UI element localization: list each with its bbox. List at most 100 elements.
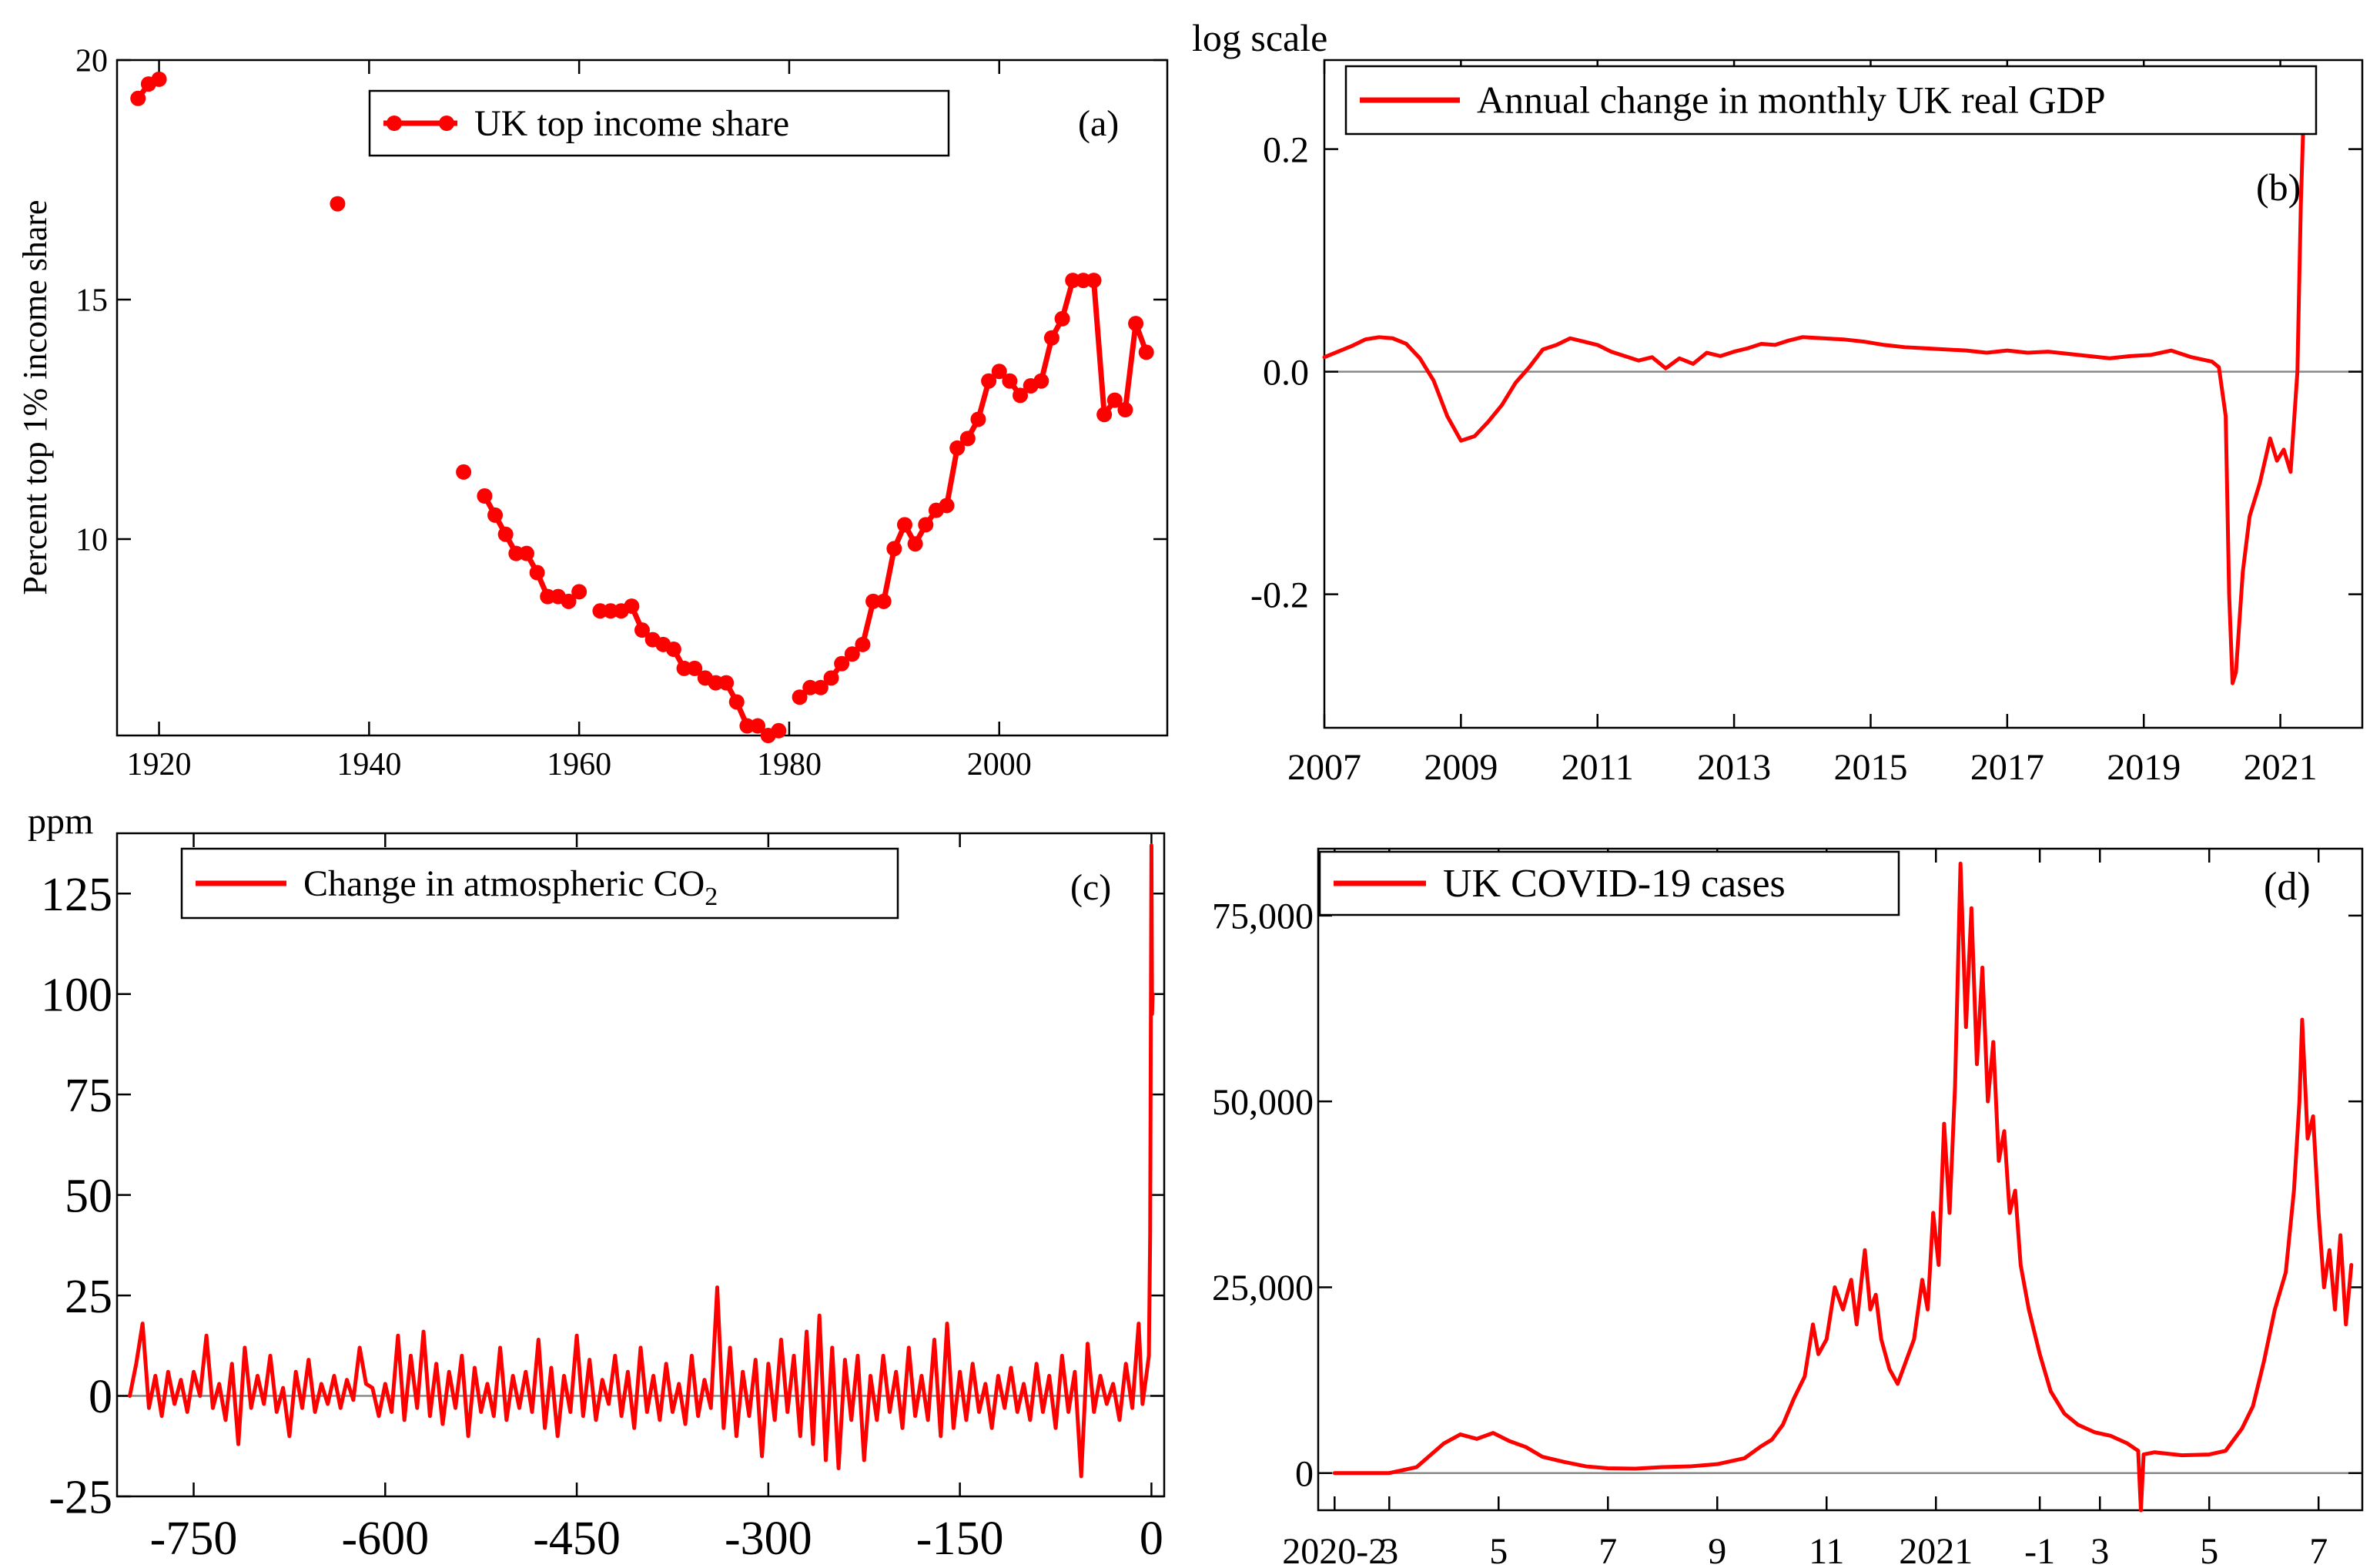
data-point: [1033, 373, 1049, 389]
data-point: [1002, 373, 1018, 389]
y-tick-label: 20: [75, 44, 108, 79]
x-tick-label: 9: [1708, 1531, 1726, 1568]
x-tick-label: 11: [1809, 1531, 1844, 1568]
series-line: [128, 843, 1155, 1479]
data-point: [718, 675, 735, 691]
legend-box: [368, 89, 950, 157]
x-tick-label: 2021: [1899, 1531, 1973, 1568]
x-tick-label: 2007: [1287, 747, 1361, 788]
x-tick-label: 7: [1598, 1531, 1617, 1568]
x-tick-label: -450: [533, 1513, 621, 1565]
data-point: [497, 526, 514, 542]
data-point: [1086, 273, 1102, 289]
y-tick-label: 10: [75, 523, 108, 558]
data-point: [1106, 392, 1123, 408]
legend-box: [1344, 65, 2318, 136]
x-tick-label: 0: [1140, 1513, 1163, 1565]
x-tick-label: 2021: [2244, 747, 2318, 788]
x-tick-label: 1940: [336, 747, 401, 782]
y-tick-label: -0.2: [1250, 575, 1309, 615]
data-point: [1128, 316, 1144, 332]
data-point: [855, 636, 871, 652]
x-tick-label: 2009: [1424, 747, 1498, 788]
data-point: [1013, 387, 1029, 404]
x-tick-label: 2011: [1562, 747, 1634, 788]
data-point: [771, 722, 787, 739]
data-point: [529, 565, 545, 581]
data-point: [918, 517, 934, 533]
data-point: [561, 593, 577, 609]
legend-label: UK COVID-19 cases: [1443, 862, 1786, 906]
legend: Annual change in monthly UK real GDP: [1344, 65, 2318, 136]
x-tick-label: 5: [1489, 1531, 1508, 1568]
x-tick-label: 2017: [1970, 747, 2044, 788]
y-tick-label: 100: [41, 969, 112, 1021]
data-point: [1096, 407, 1113, 423]
y-tick-label: 50,000: [1212, 1082, 1314, 1123]
x-tick-label: 2015: [1833, 747, 1907, 788]
panel-label: (a): [1078, 103, 1119, 144]
data-point: [897, 517, 912, 533]
data-point: [939, 498, 955, 514]
data-point: [792, 689, 808, 705]
legend-marker: [387, 116, 402, 131]
y-tick-label: 25,000: [1212, 1268, 1314, 1308]
x-tick-label: 1980: [757, 747, 822, 782]
plot-frame: [115, 59, 1169, 737]
panel-a: 10 15 20 1920 1940 1960 1980 2000 Percent top 1%…: [16, 44, 1169, 782]
y-tick-label: 0: [1295, 1454, 1314, 1495]
data-point: [886, 541, 902, 557]
x-tick-label: 2013: [1697, 747, 1771, 788]
data-point: [1117, 402, 1133, 418]
data-point: [330, 196, 346, 212]
data-point: [991, 364, 1007, 380]
data-point: [981, 373, 997, 389]
y-tick-label: 50: [65, 1170, 112, 1222]
data-point: [907, 536, 923, 552]
legend-label: Annual change in monthly UK real GDP: [1477, 79, 2106, 122]
data-point: [151, 71, 167, 87]
data-point: [456, 464, 472, 480]
data-point: [634, 622, 650, 638]
panel-label: (d): [2264, 865, 2311, 909]
data-point: [844, 646, 860, 662]
y-tick-label: 15: [75, 283, 108, 319]
legend-label: Change in atmospheric CO2: [303, 863, 718, 911]
y-tick-label: 0: [89, 1371, 112, 1423]
data-point: [959, 431, 976, 447]
legend-marker: [439, 116, 454, 131]
data-point: [875, 593, 892, 609]
data-point: [130, 90, 146, 106]
legend-box: [180, 847, 899, 920]
data-point: [834, 655, 850, 672]
x-tick-label: 2020-2: [1282, 1531, 1387, 1568]
data-point: [571, 584, 587, 600]
data-point: [687, 660, 703, 676]
plot-frame: [1317, 847, 2364, 1512]
series-line: [1322, 91, 2310, 685]
legend: UK top income share: [368, 89, 950, 157]
data-point: [624, 598, 640, 615]
plot-frame: [1323, 59, 2364, 729]
y-tick-label: 25: [65, 1271, 112, 1323]
x-tick-label: -750: [150, 1513, 238, 1565]
data-point: [823, 670, 839, 686]
x-tick-label: -600: [341, 1513, 429, 1565]
y-tick-label: 0.2: [1263, 129, 1309, 170]
legend: UK COVID-19 cases: [1318, 850, 1900, 916]
y-axis-label: Percent top 1% income share: [16, 199, 54, 595]
data-point: [518, 545, 534, 561]
x-tick-label: 3: [2090, 1531, 2109, 1568]
x-tick-label: 2000: [967, 747, 1032, 782]
x-tick-label: 2019: [2107, 747, 2181, 788]
y-tick-label: 75,000: [1212, 896, 1314, 937]
x-tick-label: -150: [916, 1513, 1004, 1565]
x-tick-label: -1: [2024, 1531, 2055, 1568]
plot-frame: [115, 832, 1166, 1498]
data-point: [1138, 344, 1154, 360]
legend: Change in atmospheric CO2: [180, 847, 899, 920]
data-point: [812, 679, 828, 695]
y-tick-label: -25: [49, 1472, 112, 1524]
